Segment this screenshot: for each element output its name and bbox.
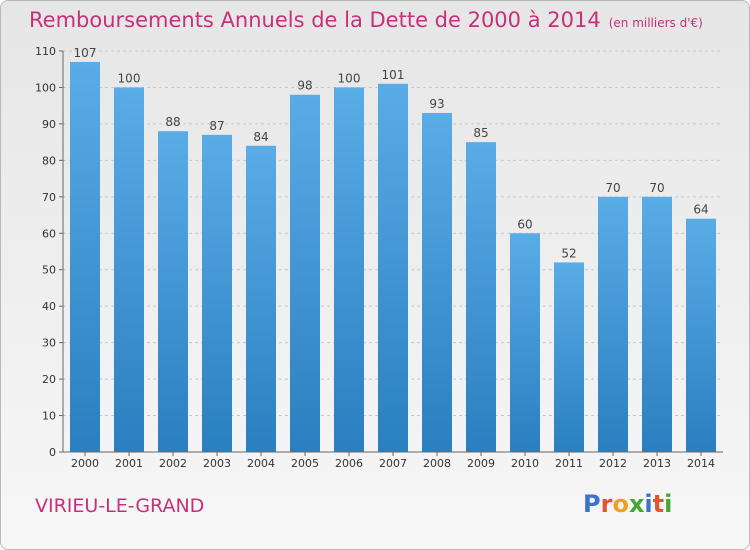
logo-letter: i (664, 490, 673, 518)
y-tick-label: 110 (35, 45, 56, 58)
bars (70, 61, 716, 453)
x-tick-label: 2002 (159, 457, 187, 470)
data-label: 52 (561, 246, 576, 260)
chart-unit: (en milliers d'€) (608, 16, 703, 30)
x-tick-label: 2000 (71, 457, 99, 470)
y-tick-label: 0 (49, 446, 56, 459)
data-label: 93 (429, 97, 444, 111)
data-label: 70 (605, 181, 620, 195)
bar-2007 (378, 83, 408, 453)
bar-2005 (290, 94, 320, 452)
logo-letter: o (612, 490, 629, 518)
location-name: VIRIEU-LE-GRAND (35, 495, 205, 517)
bar-2012 (598, 196, 628, 452)
x-tick-label: 2005 (291, 457, 319, 470)
data-label: 60 (517, 217, 532, 231)
y-tick-label: 100 (35, 81, 56, 94)
x-tick-label: 2014 (687, 457, 715, 470)
x-tick-label: 2006 (335, 457, 363, 470)
x-tick-label: 2003 (203, 457, 231, 470)
x-tick-label: 2011 (555, 457, 583, 470)
y-tick-label: 70 (42, 191, 56, 204)
y-tick-label: 30 (42, 337, 56, 350)
bar-2002 (158, 131, 188, 452)
data-label: 85 (473, 126, 488, 140)
y-tick-label: 50 (42, 264, 56, 277)
data-labels: 107 100 88 87 84 98 100 101 93 85 60 52 70 70 64 (74, 46, 709, 261)
y-tick-label: 60 (42, 227, 56, 240)
logo-letter: i (644, 490, 653, 518)
data-label: 87 (209, 119, 224, 133)
bar-2010 (510, 233, 540, 452)
bar-2000 (70, 61, 100, 452)
bar-2006 (334, 87, 364, 453)
y-tick-label: 40 (42, 300, 56, 313)
bar-2014 (686, 218, 716, 452)
x-tick-label: 2007 (379, 457, 407, 470)
data-label: 107 (74, 46, 97, 60)
y-tick-label: 80 (42, 154, 56, 167)
data-label: 88 (165, 115, 180, 129)
data-label: 98 (297, 79, 312, 93)
logo-letter: P (583, 490, 601, 518)
bar-2001 (114, 87, 144, 453)
x-tick-label: 2012 (599, 457, 627, 470)
bar-2008 (422, 112, 452, 453)
chart-title: Remboursements Annuels de la Dette de 20… (29, 8, 703, 32)
bar-2011 (554, 262, 584, 452)
x-tick-label: 2010 (511, 457, 539, 470)
logo-letter: r (600, 490, 613, 518)
logo-letter: t (652, 490, 665, 518)
bar-2004 (246, 145, 276, 453)
data-label: 84 (253, 130, 268, 144)
data-label: 70 (649, 181, 664, 195)
axes: 0 10 20 30 40 50 60 70 80 90 100 110 2000 2001 2002 200… (35, 45, 723, 470)
chart-title-text: Remboursements Annuels de la Dette de 20… (29, 8, 601, 32)
bar-2013 (642, 196, 672, 452)
proxiti-logo[interactable]: Proxiti (583, 490, 672, 518)
x-tick-label: 2001 (115, 457, 143, 470)
y-tick-label: 20 (42, 373, 56, 386)
data-label: 100 (338, 71, 361, 85)
y-tick-label: 10 (42, 410, 56, 423)
data-label: 64 (693, 203, 708, 217)
x-tick-label: 2004 (247, 457, 275, 470)
y-tick-label: 90 (42, 118, 56, 131)
x-tick-label: 2013 (643, 457, 671, 470)
bar-2003 (202, 134, 232, 452)
x-tick-label: 2009 (467, 457, 495, 470)
data-label: 100 (118, 71, 141, 85)
data-label: 101 (382, 68, 405, 82)
x-tick-label: 2008 (423, 457, 451, 470)
bar-2009 (466, 142, 496, 453)
logo-letter: x (628, 490, 645, 518)
